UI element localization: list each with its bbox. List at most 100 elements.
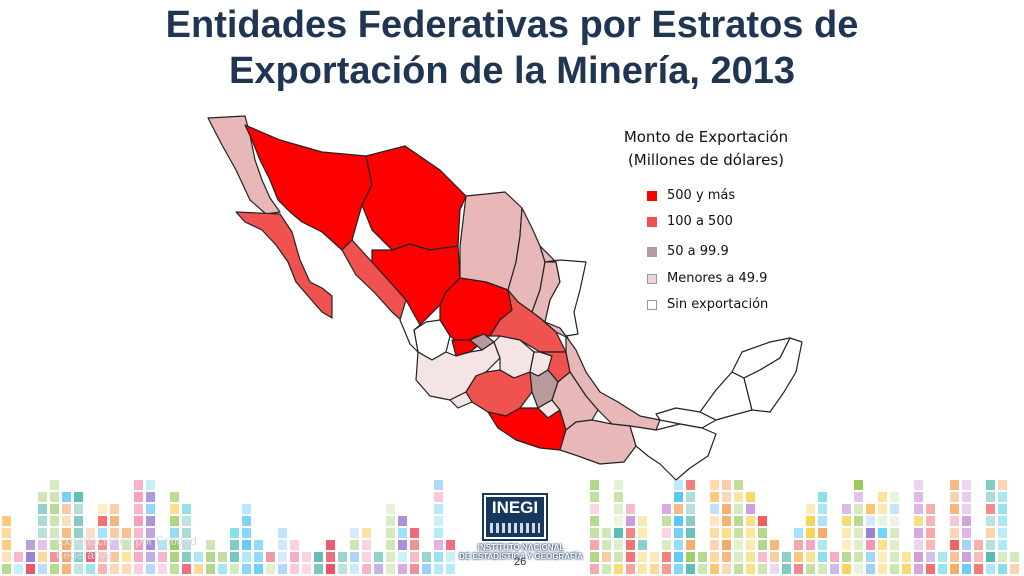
color-bar-cell [866,540,875,550]
color-bar-cell [386,528,395,538]
state-coast-none[interactable] [399,299,421,353]
slide-title: Entidades Federativas por Estratos de Ex… [0,2,1024,94]
color-bar-cell [830,552,839,562]
color-bar-cell [662,564,671,574]
color-bar-cell [614,552,623,562]
color-bar-cell [986,528,995,538]
color-bar-cell [62,564,71,574]
color-bar-cell [818,564,827,574]
color-bar-cell [146,552,155,562]
color-bar-cell [134,492,143,502]
legend-label: 500 y más [667,188,736,203]
color-bar-cell [2,564,11,574]
color-bar-cell [290,540,299,550]
color-bar-cell [242,504,251,514]
color-bar-cell [650,552,659,562]
color-bar-cell [422,552,431,562]
color-bar-cell [50,564,59,574]
color-bar-cell [986,540,995,550]
color-bar-cell [50,504,59,514]
color-bar-cell [866,552,875,562]
color-bar-cell [110,504,119,514]
color-bar-cell [278,528,287,538]
state-baja-california-sur[interactable] [235,211,333,319]
color-bar-cell [950,528,959,538]
mexico-map [207,115,803,481]
legend-label: Menores a 49.9 [667,271,768,286]
color-bar-cell [818,516,827,526]
color-bar-cell [98,504,107,514]
color-bar-cell [362,528,371,538]
color-bar-cell [710,480,719,490]
color-bar-cell [878,492,887,502]
color-bar-cell [62,540,71,550]
state-chiapas[interactable] [629,423,717,481]
color-bar-cell [146,504,155,514]
logo-line-1: INSTITUTO NACIONAL [477,543,565,552]
color-bar-cell [926,504,935,514]
color-bar-cell [734,528,743,538]
color-bar-cell [230,540,239,550]
color-bar-cell [434,492,443,502]
color-bar-cell [722,564,731,574]
color-bar-cell [986,564,995,574]
color-bar-cell [146,540,155,550]
color-bar-cell [638,516,647,526]
color-bar-cell [386,504,395,514]
state-tamaulipas-east[interactable] [544,259,587,337]
state-sonora[interactable] [244,124,373,251]
color-bar-cell [254,540,263,550]
state-chihuahua[interactable] [361,145,467,251]
color-bar-cell [350,552,359,562]
state-quintana-roo[interactable] [743,337,803,413]
color-bar-cell [194,552,203,562]
color-bar-cell [998,492,1007,502]
legend-swatch [647,300,657,310]
color-bar-cell [806,564,815,574]
color-bar-cell [638,552,647,562]
color-bar-cell [218,552,227,562]
color-bar-cell [758,528,767,538]
color-bar-cell [590,480,599,490]
color-bar-cell [818,528,827,538]
color-bar-cell [434,540,443,550]
color-bar-cell [722,528,731,538]
color-bar-cell [62,504,71,514]
color-bar-cell [986,504,995,514]
color-bar-cell [206,540,215,550]
color-bar-cell [926,528,935,538]
color-bar-cell [950,516,959,526]
color-bar-cell [890,540,899,550]
color-bar-cell [914,552,923,562]
color-bar-cell [662,504,671,514]
color-bar-cell [914,540,923,550]
color-bar-cell [110,516,119,526]
color-bar-cell [818,504,827,514]
color-bar-cell [722,480,731,490]
state-guerrero[interactable] [487,407,567,451]
legend-swatch [647,217,657,227]
color-bar-cell [866,564,875,574]
color-bar-cell [998,480,1007,490]
color-bar-cell [806,504,815,514]
state-oaxaca[interactable] [559,419,637,465]
color-bar-cell [62,492,71,502]
color-bar-cell [350,540,359,550]
color-bar-cell [50,516,59,526]
color-bar-cell [782,564,791,574]
color-bar-cell [602,564,611,574]
color-bar-cell [902,564,911,574]
state-jalisco-north[interactable] [451,339,481,357]
color-bar-cell [962,480,971,490]
color-bar-cell [26,540,35,550]
color-bar-cell [266,552,275,562]
color-bar-cell [962,516,971,526]
color-bar-cell [974,552,983,562]
color-bar-cell [362,564,371,574]
color-bar-cell [674,516,683,526]
color-bar-cell [746,492,755,502]
color-bar-cell [50,540,59,550]
color-bar-cell [74,516,83,526]
color-bar-cell [2,516,11,526]
color-bar-cell [278,552,287,562]
